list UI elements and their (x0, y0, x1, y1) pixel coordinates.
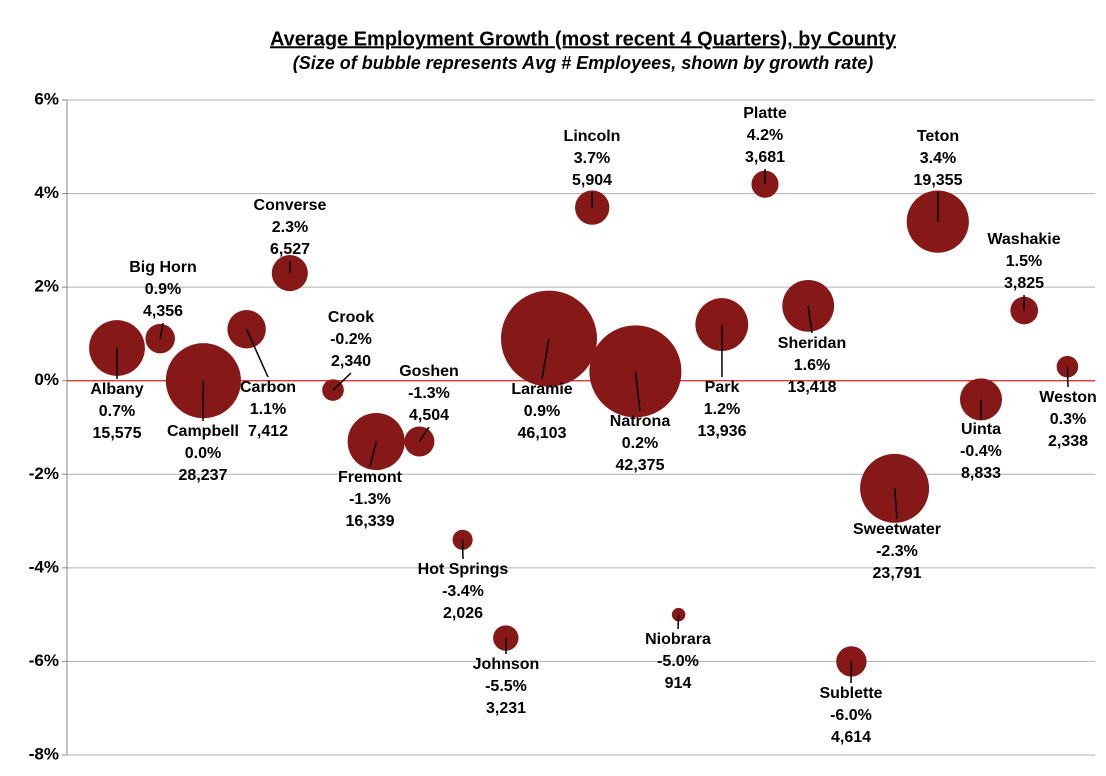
data-label-name: Platte (743, 105, 787, 122)
data-label-name: Converse (254, 197, 327, 214)
y-tick-label: 4% (34, 183, 59, 202)
y-tick-label: -6% (29, 651, 59, 670)
data-label-name: Carbon (240, 379, 296, 396)
data-label-size: 6,527 (270, 241, 310, 258)
data-label-size: 23,791 (873, 565, 922, 582)
data-label-value: 1.5% (1006, 253, 1042, 270)
data-label-size: 16,339 (346, 513, 395, 530)
leader-line (678, 615, 679, 629)
data-label-name: Johnson (473, 656, 540, 673)
data-label-name: Sublette (819, 685, 882, 702)
data-label-size: 46,103 (518, 425, 567, 442)
data-label-value: -1.3% (349, 491, 391, 508)
data-label-value: 4.2% (747, 127, 783, 144)
data-label-name: Goshen (399, 363, 459, 380)
data-label-size: 13,418 (788, 379, 837, 396)
data-label-size: 2,026 (443, 605, 483, 622)
data-label-value: 1.2% (704, 401, 740, 418)
data-label-name: Park (705, 379, 740, 396)
data-label-size: 19,355 (914, 172, 963, 189)
y-tick-label: 0% (34, 370, 59, 389)
y-tick-label: -2% (29, 464, 59, 483)
data-label-value: 1.1% (250, 401, 286, 418)
data-label-size: 7,412 (248, 423, 288, 440)
data-label-name: Uinta (961, 421, 1001, 438)
y-tick-label: -8% (29, 744, 59, 763)
data-label-name: Crook (328, 309, 374, 326)
data-label-name: Campbell (167, 423, 239, 440)
data-label-value: -5.5% (485, 678, 527, 695)
data-label-name: Laramie (511, 381, 572, 398)
data-label-size: 4,356 (143, 303, 183, 320)
data-label-value: -0.4% (960, 443, 1002, 460)
data-label-value: 1.6% (794, 357, 830, 374)
data-label-size: 2,340 (331, 353, 371, 370)
data-label-value: 2.3% (272, 219, 308, 236)
data-label-size: 15,575 (93, 425, 142, 442)
data-label-name: Lincoln (564, 128, 621, 145)
data-label-size: 5,904 (572, 172, 612, 189)
data-label-value: 0.2% (622, 435, 658, 452)
data-label-size: 8,833 (961, 465, 1001, 482)
data-label-value: 3.7% (574, 150, 610, 167)
data-label-name: Sheridan (778, 335, 846, 352)
data-label-size: 13,936 (698, 423, 747, 440)
data-label-name: Teton (917, 128, 959, 145)
data-label-name: Sweetwater (853, 521, 941, 538)
data-label-name: Weston (1039, 389, 1096, 406)
data-label-value: 0.7% (99, 403, 135, 420)
data-label-value: -0.2% (330, 331, 372, 348)
data-label-size: 3,231 (486, 700, 526, 717)
data-label-name: Albany (90, 381, 143, 398)
data-label-name: Washakie (987, 231, 1060, 248)
data-label-value: -5.0% (657, 653, 699, 670)
chart-title: Average Employment Growth (most recent 4… (270, 28, 897, 50)
data-label-name: Natrona (610, 413, 671, 430)
data-label-name: Fremont (338, 469, 403, 486)
data-label-size: 3,681 (745, 149, 785, 166)
data-label-value: 0.0% (185, 445, 221, 462)
data-label-size: 42,375 (616, 457, 665, 474)
bubble (404, 427, 434, 457)
data-label-size: 914 (665, 675, 692, 692)
data-label-size: 4,614 (831, 729, 871, 746)
data-label-value: -1.3% (408, 385, 450, 402)
y-tick-label: -4% (29, 557, 59, 576)
data-label-size: 3,825 (1004, 275, 1044, 292)
data-label-name: Big Horn (129, 259, 197, 276)
data-label-value: -3.4% (442, 583, 484, 600)
y-tick-label: 2% (34, 277, 59, 296)
data-label-size: 2,338 (1048, 433, 1088, 450)
data-label-value: -6.0% (830, 707, 872, 724)
leader-line (1067, 367, 1068, 387)
bubble (860, 454, 929, 523)
data-label-size: 4,504 (409, 407, 449, 424)
data-label-value: 0.9% (145, 281, 181, 298)
y-tick-label: 6% (34, 89, 59, 108)
data-label-name: Hot Springs (418, 561, 509, 578)
data-label-value: -2.3% (876, 543, 918, 560)
data-label-value: 0.3% (1050, 411, 1086, 428)
data-label-name: Niobrara (645, 631, 711, 648)
data-label-size: 28,237 (179, 467, 228, 484)
data-label-value: 3.4% (920, 150, 956, 167)
data-label-value: 0.9% (524, 403, 560, 420)
chart-subtitle: (Size of bubble represents Avg # Employe… (293, 53, 873, 73)
